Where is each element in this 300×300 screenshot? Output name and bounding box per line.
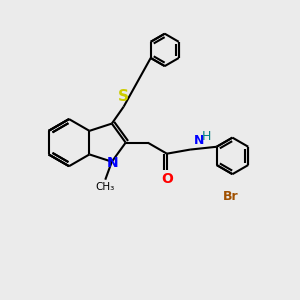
Text: N: N — [194, 134, 204, 147]
Text: N: N — [107, 156, 119, 170]
Text: H: H — [201, 130, 211, 143]
Text: CH₃: CH₃ — [96, 182, 115, 192]
Text: O: O — [161, 172, 173, 186]
Text: Br: Br — [223, 190, 239, 203]
Text: S: S — [118, 89, 129, 104]
